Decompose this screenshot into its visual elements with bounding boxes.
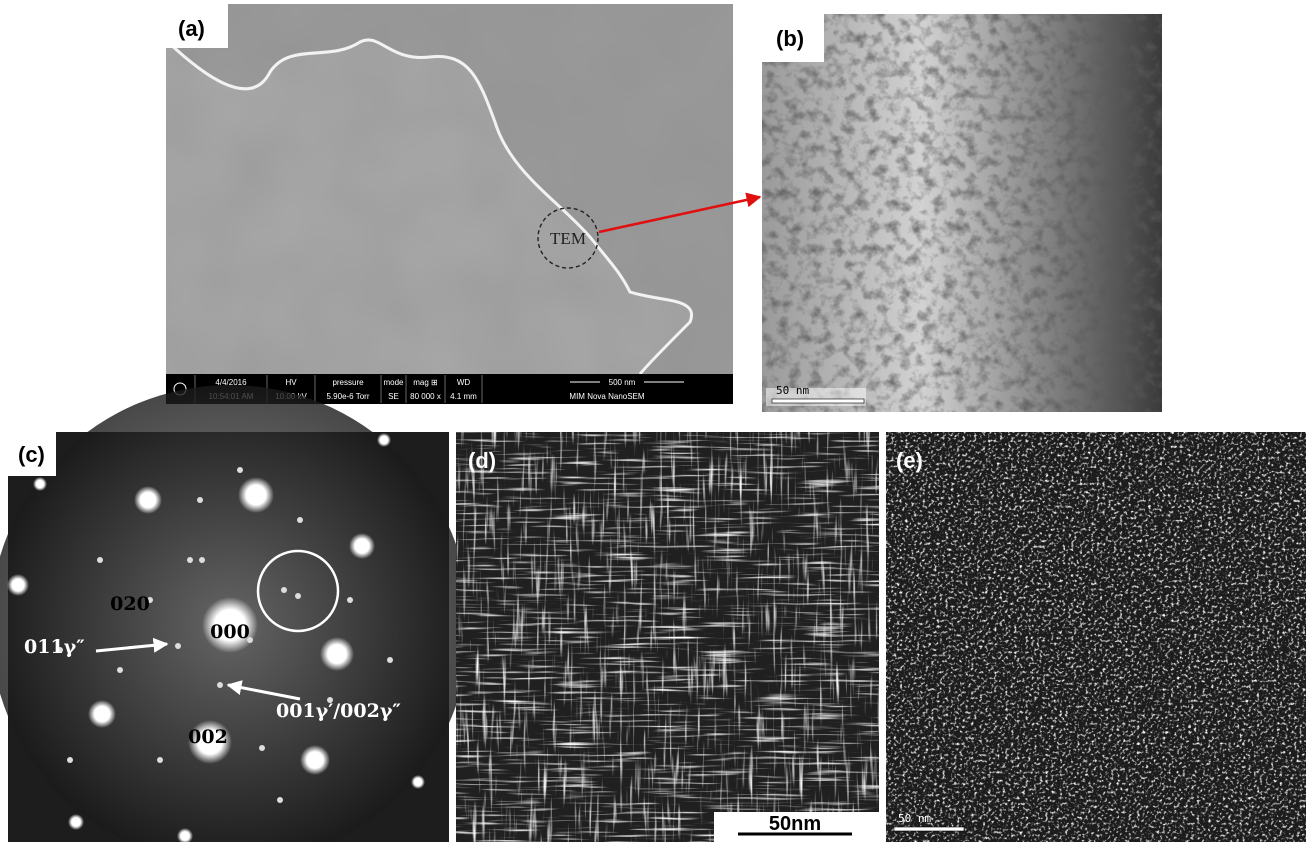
spot	[157, 757, 163, 763]
spot	[300, 745, 330, 775]
panel-d: 50nm (d)	[456, 432, 879, 842]
scale-bar	[772, 399, 864, 403]
spot	[349, 533, 375, 559]
spot	[197, 497, 203, 503]
instrument: MIM Nova NanoSEM	[569, 392, 644, 401]
spot	[281, 587, 287, 593]
scale-label: 50 nm	[776, 384, 809, 397]
spot	[134, 486, 162, 514]
info-header: mode	[383, 378, 404, 387]
spot	[68, 814, 84, 830]
spot-index: 020	[110, 593, 150, 615]
info-value: 4.1 mm	[450, 392, 477, 401]
spot	[237, 467, 243, 473]
info-value: 5.90e-6 Torr	[327, 392, 370, 401]
scale-bar	[894, 827, 964, 831]
spot	[175, 643, 181, 649]
panel-a: TEM 4/4/201610:54:01 AMHV10.00 kVpressur…	[166, 4, 760, 404]
panel-label: (c)	[18, 442, 45, 467]
panel-c: 020 000 002 011γ″ 001γ′/002γ″ (c)	[0, 385, 470, 842]
spot	[199, 557, 205, 563]
spot	[297, 517, 303, 523]
arrow-label: 001γ′/002γ″	[276, 700, 401, 722]
panel-label: (a)	[178, 16, 205, 41]
df-texture	[886, 432, 1306, 842]
tem-annotation: TEM	[550, 229, 586, 248]
panel-label: (b)	[776, 26, 804, 51]
spot	[259, 745, 265, 751]
spot-index: 000	[210, 621, 250, 643]
spot	[88, 700, 116, 728]
panel-e: 50 nm (e)	[886, 432, 1306, 842]
tem-texture	[762, 14, 1162, 412]
spot	[277, 797, 283, 803]
scale-label: 500 nm	[609, 378, 636, 387]
spot	[7, 574, 29, 596]
spot	[217, 682, 223, 688]
info-header: WD	[457, 378, 471, 387]
spot	[377, 433, 391, 447]
arrow-label: 011γ″	[24, 636, 85, 658]
spot-index: 002	[188, 726, 228, 748]
spot	[67, 757, 73, 763]
info-value: SE	[388, 392, 399, 401]
panel-label: (d)	[468, 448, 496, 473]
spot	[411, 775, 425, 789]
scale-label: 50 nm	[898, 812, 931, 825]
spot	[187, 557, 193, 563]
info-header: mag ⊞	[413, 378, 438, 387]
spot	[347, 597, 353, 603]
spot	[295, 593, 301, 599]
spot	[320, 637, 354, 671]
spot	[238, 477, 274, 513]
spot	[387, 657, 393, 663]
info-header: HV	[285, 378, 297, 387]
figure: TEM 4/4/201610:54:01 AMHV10.00 kVpressur…	[0, 0, 1312, 842]
info-value: 80 000 x	[410, 392, 441, 401]
panel-b: 50 nm (b)	[762, 14, 1162, 412]
scale-label: 50nm	[769, 813, 821, 835]
info-header: pressure	[332, 378, 364, 387]
panel-label: (e)	[896, 448, 923, 473]
spot	[97, 557, 103, 563]
df-texture	[456, 432, 879, 842]
spot	[33, 477, 47, 491]
spot	[117, 667, 123, 673]
